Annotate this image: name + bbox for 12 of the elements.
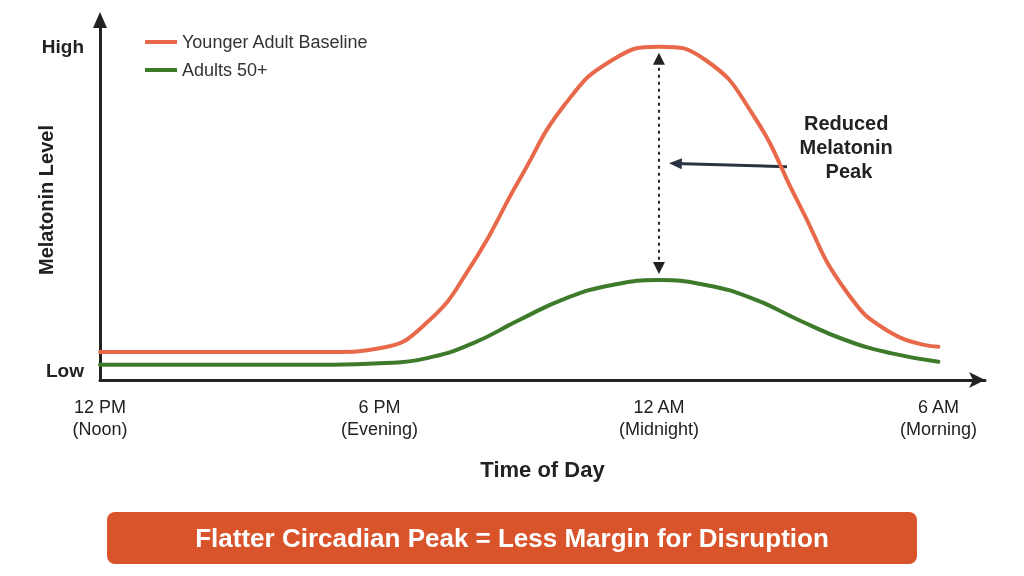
x-tick-label: 6 PM (Evening) [340, 397, 418, 439]
text: Flatter Circadian Peak = Less Margin for Disruption [195, 523, 829, 553]
annotation: Reduced Melatonin Peak [799, 111, 899, 182]
x-tick-label: 12 AM (Midnight) [618, 397, 699, 439]
y-axis-title: Melatonin Level [35, 124, 57, 276]
x-tick-label: 12 PM (Noon) [72, 397, 128, 439]
text: Low [46, 359, 85, 381]
text: High [41, 36, 84, 58]
legend-label: Adults 50+ [182, 60, 268, 80]
x-axis-title: Time of Day [480, 456, 606, 482]
x-tick-label: 6 AM (Morning) [899, 397, 977, 439]
legend-label: Younger Adult Baseline [182, 32, 368, 52]
